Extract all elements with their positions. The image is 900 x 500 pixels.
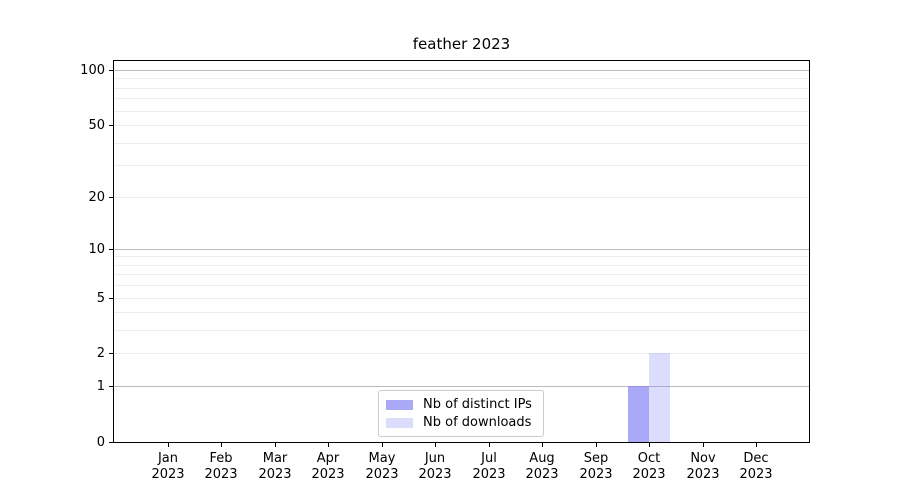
y-tick-label: 50 bbox=[88, 118, 105, 133]
x-tick-mark bbox=[542, 443, 543, 447]
y-gridline-minor bbox=[114, 110, 809, 112]
x-tick-month: Jan bbox=[157, 451, 179, 466]
legend-swatch-downloads bbox=[386, 417, 413, 428]
plot-area bbox=[113, 60, 810, 443]
x-tick-mark bbox=[489, 443, 490, 447]
y-gridline-minor bbox=[114, 87, 809, 89]
x-tick-month: May bbox=[368, 451, 396, 466]
y-gridline-minor bbox=[114, 330, 809, 332]
x-tick-year: 2023 bbox=[204, 467, 238, 482]
y-gridline-minor bbox=[114, 142, 809, 144]
legend: Nb of distinct IPs Nb of downloads bbox=[378, 390, 544, 437]
bar-downloads bbox=[649, 353, 671, 442]
x-tick-month: Mar bbox=[262, 451, 288, 466]
y-gridline-minor bbox=[114, 125, 809, 127]
x-tick-label: Aug 2023 bbox=[514, 451, 570, 483]
x-tick-month: Jun bbox=[424, 451, 446, 466]
x-tick-label: Jun 2023 bbox=[407, 451, 463, 483]
y-gridline-minor bbox=[114, 78, 809, 80]
x-tick-year: 2023 bbox=[311, 467, 345, 482]
x-tick-label: Apr 2023 bbox=[300, 451, 356, 483]
legend-item-downloads: Nb of downloads bbox=[386, 415, 535, 430]
y-tick-label: 5 bbox=[96, 291, 105, 306]
legend-item-distinct-ips: Nb of distinct IPs bbox=[386, 397, 535, 412]
x-tick-year: 2023 bbox=[525, 467, 559, 482]
x-tick-label: Jul 2023 bbox=[461, 451, 517, 483]
x-tick-month: Apr bbox=[316, 451, 340, 466]
y-gridline-minor bbox=[114, 264, 809, 266]
x-tick-year: 2023 bbox=[632, 467, 666, 482]
x-tick-month: Feb bbox=[209, 451, 233, 466]
y-gridline-minor bbox=[114, 274, 809, 276]
y-gridline-minor bbox=[114, 297, 809, 299]
y-gridline-minor bbox=[114, 256, 809, 258]
x-tick-label: May 2023 bbox=[354, 451, 410, 483]
y-gridline-minor bbox=[114, 285, 809, 287]
y-gridline-minor bbox=[114, 165, 809, 167]
bar-distinct-ips bbox=[627, 386, 649, 442]
y-gridline-minor bbox=[114, 196, 809, 198]
x-tick-label: Sep 2023 bbox=[568, 451, 624, 483]
y-gridline-minor bbox=[114, 312, 809, 314]
x-tick-label: Mar 2023 bbox=[247, 451, 303, 483]
y-tick-mark bbox=[109, 442, 113, 443]
x-tick-mark bbox=[435, 443, 436, 447]
x-tick-mark bbox=[275, 443, 276, 447]
x-tick-label: Nov 2023 bbox=[675, 451, 731, 483]
x-tick-mark bbox=[168, 443, 169, 447]
y-tick-label: 1 bbox=[96, 379, 105, 394]
x-tick-mark bbox=[221, 443, 222, 447]
y-gridline-major bbox=[114, 70, 809, 72]
x-tick-year: 2023 bbox=[739, 467, 773, 482]
x-tick-mark bbox=[649, 443, 650, 447]
y-tick-mark bbox=[109, 70, 113, 71]
y-gridline-minor bbox=[114, 98, 809, 100]
y-tick-label: 10 bbox=[88, 242, 105, 257]
x-tick-mark bbox=[328, 443, 329, 447]
x-tick-label: Jan 2023 bbox=[140, 451, 196, 483]
x-tick-year: 2023 bbox=[472, 467, 506, 482]
y-tick-mark bbox=[109, 197, 113, 198]
x-tick-month: Oct bbox=[637, 451, 661, 466]
y-gridline-minor bbox=[114, 353, 809, 355]
legend-label-distinct-ips: Nb of distinct IPs bbox=[423, 397, 532, 412]
y-tick-label: 0 bbox=[96, 435, 105, 450]
x-tick-month: Sep bbox=[583, 451, 609, 466]
x-tick-mark bbox=[756, 443, 757, 447]
y-gridline-major bbox=[114, 248, 809, 250]
y-tick-mark bbox=[109, 125, 113, 126]
y-tick-mark bbox=[109, 353, 113, 354]
x-tick-mark bbox=[382, 443, 383, 447]
y-gridline-major bbox=[114, 386, 809, 388]
y-tick-label: 2 bbox=[96, 346, 105, 361]
y-tick-label: 20 bbox=[88, 190, 105, 205]
x-tick-year: 2023 bbox=[579, 467, 613, 482]
y-tick-mark bbox=[109, 249, 113, 250]
chart-title: feather 2023 bbox=[412, 35, 511, 53]
x-tick-mark bbox=[596, 443, 597, 447]
x-tick-mark bbox=[703, 443, 704, 447]
x-tick-month: Aug bbox=[529, 451, 555, 466]
x-tick-label: Dec 2023 bbox=[728, 451, 784, 483]
y-tick-mark bbox=[109, 298, 113, 299]
x-tick-year: 2023 bbox=[258, 467, 292, 482]
x-tick-label: Feb 2023 bbox=[193, 451, 249, 483]
x-tick-label: Oct 2023 bbox=[621, 451, 677, 483]
y-tick-mark bbox=[109, 386, 113, 387]
x-tick-month: Nov bbox=[690, 451, 716, 466]
x-tick-year: 2023 bbox=[686, 467, 720, 482]
x-tick-month: Dec bbox=[743, 451, 769, 466]
y-tick-label: 100 bbox=[80, 63, 105, 78]
x-tick-year: 2023 bbox=[365, 467, 399, 482]
x-tick-year: 2023 bbox=[418, 467, 452, 482]
legend-swatch-distinct-ips bbox=[386, 399, 413, 410]
x-tick-year: 2023 bbox=[151, 467, 185, 482]
x-tick-month: Jul bbox=[481, 451, 497, 466]
legend-label-downloads: Nb of downloads bbox=[423, 415, 532, 430]
